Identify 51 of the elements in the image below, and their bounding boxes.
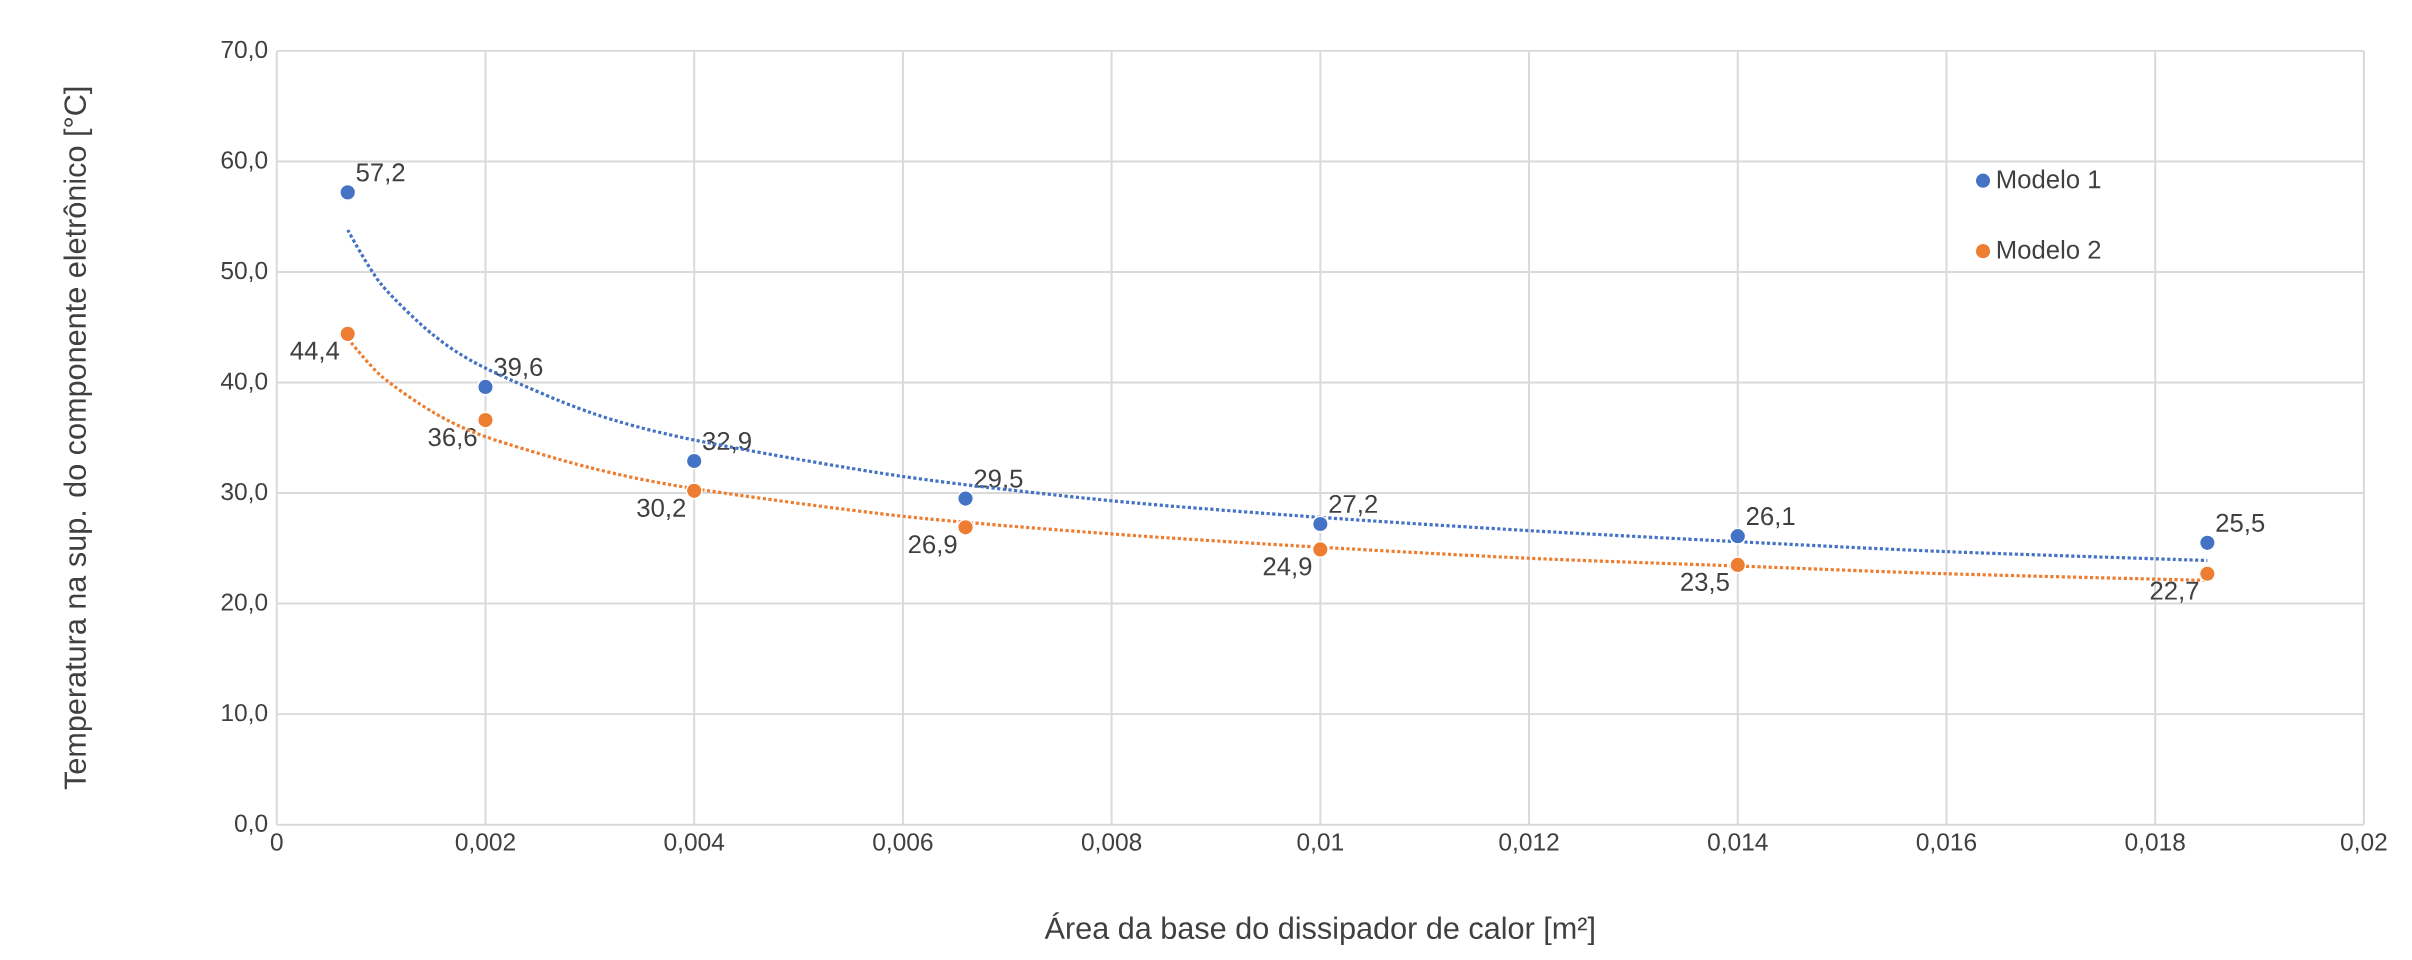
- x-tick-label: 0,012: [1499, 833, 1559, 854]
- point: [339, 183, 357, 202]
- y-tick-label: 30,0: [221, 482, 268, 504]
- point: [2198, 534, 2216, 552]
- legend-label: Modelo 2: [1997, 240, 2101, 259]
- point: [1729, 527, 1747, 545]
- x-tick-label: 0,008: [1081, 833, 1142, 854]
- x-tick-label: 0,004: [664, 833, 725, 854]
- x-tick-label: 0,016: [1916, 833, 1977, 854]
- y-tick-label: 0,0: [235, 814, 268, 835]
- data-label: 39,6: [494, 357, 543, 380]
- data-label: 22,7: [2150, 581, 2199, 603]
- data-label: 29,5: [974, 469, 1023, 491]
- y-tick-label: 10,0: [222, 704, 268, 725]
- legend-label: Modelo 1: [1997, 169, 2101, 189]
- point: [476, 378, 495, 396]
- x-tick-label: 0: [270, 833, 283, 851]
- data-label: 32,9: [702, 431, 751, 454]
- y-tick-label: 60,0: [221, 151, 268, 172]
- y-tick-label: 50,0: [221, 261, 268, 283]
- y-tick-label: 20,0: [221, 593, 268, 614]
- point: [339, 325, 357, 343]
- data-label: 27,2: [1329, 494, 1377, 517]
- data-label: 26,1: [1746, 507, 1795, 529]
- data-label: 24,9: [1263, 557, 1312, 579]
- data-label: 23,5: [1681, 572, 1729, 595]
- x-tick-label: 0,006: [873, 833, 933, 854]
- y-axis-title: Temperatura na sup. do componente eletrônico [°C]: [63, 87, 93, 790]
- x-tick-label: 0,014: [1708, 833, 1768, 854]
- point: [956, 518, 975, 536]
- point: [476, 411, 495, 429]
- point: [1729, 556, 1747, 574]
- data-label: 36,6: [428, 428, 477, 450]
- point: [956, 490, 975, 508]
- x-tick-label: 0,02: [2341, 833, 2387, 854]
- x-tick-label: 0,002: [455, 833, 515, 854]
- point: [1311, 540, 1329, 559]
- data-label: 57,2: [356, 163, 405, 185]
- data-label: 25,5: [2216, 513, 2265, 536]
- x-tick-label: 0,01: [1297, 833, 1343, 854]
- y-tick-label: 40,0: [221, 372, 268, 393]
- point: [685, 452, 703, 470]
- data-label: 30,2: [637, 498, 686, 520]
- point: [1311, 515, 1329, 533]
- x-axis-title: Área da base do dissipador de calor [m²]: [1044, 912, 1594, 946]
- y-tick-label: 70,0: [221, 40, 268, 62]
- point: [2198, 565, 2216, 583]
- data-label: 26,9: [908, 535, 957, 557]
- data-label: 44,4: [290, 341, 340, 363]
- point: [685, 482, 703, 500]
- x-tick-label: 0,018: [2125, 833, 2185, 854]
